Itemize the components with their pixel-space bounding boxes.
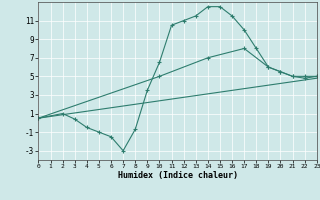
X-axis label: Humidex (Indice chaleur): Humidex (Indice chaleur) [118, 171, 238, 180]
